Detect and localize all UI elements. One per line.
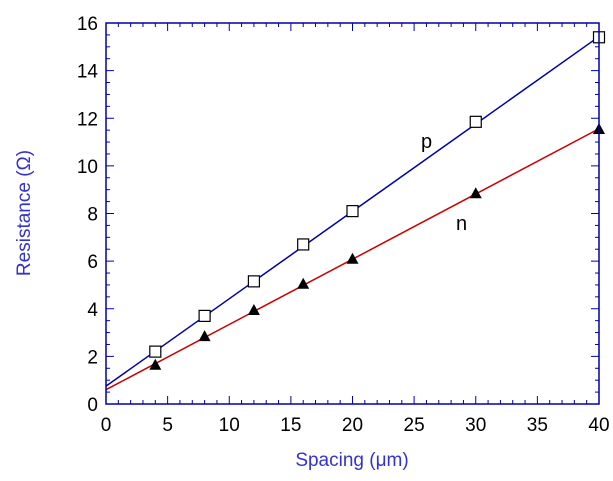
- x-tick-labels: 0 5 10 15 20 25 30 35 40: [101, 415, 610, 436]
- data-point-p: [346, 205, 359, 218]
- y-tick-label: 16: [77, 14, 98, 35]
- y-tick-label: 10: [77, 157, 98, 178]
- y-tick-label: 2: [87, 347, 98, 368]
- y-tick-label: 12: [77, 109, 98, 130]
- y-tick-label: 4: [87, 300, 98, 321]
- x-axis-title: Spacing (μm): [295, 450, 408, 471]
- y-tick-label: 8: [87, 205, 98, 226]
- data-markers: [149, 31, 606, 370]
- x-tick-label: 40: [588, 415, 609, 436]
- y-axis-title: Resistance (Ω): [14, 150, 35, 276]
- y-tick-label: 0: [87, 395, 98, 416]
- plot-frame: [105, 22, 600, 405]
- data-point-n: [198, 330, 211, 342]
- data-point-p: [198, 309, 211, 322]
- x-tick-label: 5: [162, 415, 173, 436]
- data-point-p: [247, 275, 260, 288]
- y-tick-label: 6: [87, 252, 98, 273]
- data-point-n: [149, 358, 162, 370]
- data-point-n: [297, 277, 310, 289]
- series-label-n: n: [456, 213, 467, 235]
- data-point-p: [469, 115, 482, 128]
- data-point-n: [346, 252, 359, 264]
- x-tick-label: 30: [465, 415, 486, 436]
- x-tick-label: 35: [527, 415, 548, 436]
- data-point-p: [149, 345, 162, 358]
- x-tick-label: 25: [404, 415, 425, 436]
- y-tick-label: 14: [77, 62, 99, 83]
- series-label-p: p: [421, 131, 432, 153]
- data-point-n: [469, 187, 482, 199]
- data-point-p: [297, 238, 310, 251]
- data-point-n: [247, 303, 260, 315]
- x-tick-label: 15: [280, 415, 301, 436]
- x-tick-label: 20: [342, 415, 363, 436]
- x-tick-label: 10: [219, 415, 240, 436]
- y-tick-labels: 0 2 4 6 8 10 12 14 16: [77, 14, 99, 416]
- x-tick-label: 0: [101, 415, 112, 436]
